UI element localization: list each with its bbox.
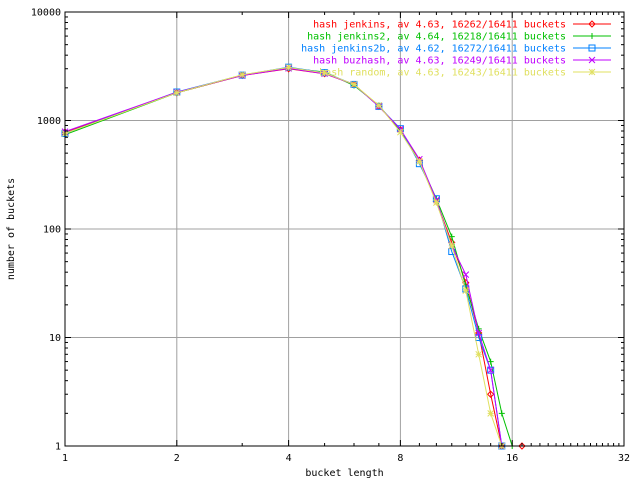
data-point bbox=[487, 358, 494, 365]
data-point bbox=[173, 89, 181, 97]
data-point bbox=[416, 158, 423, 165]
x-tick-label: 16 bbox=[506, 453, 518, 464]
series-lines bbox=[61, 63, 526, 450]
data-point bbox=[462, 271, 470, 278]
data-point bbox=[518, 442, 526, 450]
legend-item: hash random, av 4.63, 16243/16411 bucket… bbox=[319, 68, 611, 79]
series-4 bbox=[61, 64, 506, 450]
legend-item: hash jenkins2, av 4.64, 16218/16411 buck… bbox=[307, 32, 611, 43]
legend-item: hash buzhash, av 4.63, 16249/16411 bucke… bbox=[313, 56, 611, 67]
legend-label: hash random, av 4.63, 16243/16411 bucket… bbox=[319, 68, 566, 79]
y-axis-label: number of buckets bbox=[6, 178, 17, 280]
data-point bbox=[321, 69, 328, 77]
y-tick-label: 10000 bbox=[31, 8, 61, 19]
data-point bbox=[498, 410, 505, 417]
series-3 bbox=[61, 65, 506, 450]
series-line bbox=[64, 67, 503, 447]
series-line bbox=[64, 66, 503, 447]
legend-label: hash jenkins2b, av 4.62, 16272/16411 buc… bbox=[301, 44, 566, 55]
y-tick-label: 100 bbox=[43, 225, 61, 236]
legend-label: hash jenkins2, av 4.64, 16218/16411 buck… bbox=[307, 32, 566, 43]
y-tick-label: 10 bbox=[49, 333, 61, 344]
x-tick-label: 8 bbox=[397, 453, 403, 464]
data-point bbox=[238, 71, 246, 79]
data-point bbox=[448, 233, 455, 240]
y-tick-label: 1 bbox=[55, 442, 61, 453]
data-point bbox=[397, 128, 404, 136]
axis-ticks: 1 2 4 8 16 32 1 10 100 1000 10000 bbox=[31, 8, 630, 465]
legend-marker bbox=[588, 56, 596, 64]
x-tick-label: 4 bbox=[286, 453, 292, 464]
y-tick-label: 1000 bbox=[37, 116, 61, 127]
x-tick-label: 1 bbox=[62, 453, 68, 464]
legend-marker bbox=[588, 20, 596, 28]
legend-item: hash jenkins, av 4.63, 16262/16411 bucke… bbox=[313, 20, 611, 31]
legend-item: hash jenkins2b, av 4.62, 16272/16411 buc… bbox=[301, 44, 611, 55]
legend: hash jenkins, av 4.63, 16262/16411 bucke… bbox=[301, 20, 611, 79]
data-point bbox=[285, 64, 292, 71]
legend-label: hash buzhash, av 4.63, 16249/16411 bucke… bbox=[313, 56, 566, 67]
legend-label: hash jenkins, av 4.63, 16262/16411 bucke… bbox=[313, 20, 566, 31]
legend-marker bbox=[588, 44, 596, 52]
data-point bbox=[487, 366, 495, 374]
legend-marker bbox=[589, 33, 595, 39]
data-point bbox=[433, 199, 440, 206]
data-point bbox=[486, 390, 495, 398]
data-point bbox=[375, 101, 383, 109]
data-point bbox=[350, 81, 358, 88]
data-point bbox=[487, 409, 495, 417]
data-point bbox=[475, 329, 483, 337]
x-axis-label: bucket length bbox=[305, 468, 383, 479]
legend-marker bbox=[588, 68, 596, 76]
x-tick-label: 32 bbox=[618, 453, 630, 464]
data-point bbox=[462, 287, 470, 295]
data-point bbox=[448, 242, 456, 250]
data-point bbox=[475, 350, 483, 358]
series-line bbox=[64, 66, 503, 447]
series-2 bbox=[61, 63, 506, 450]
x-tick-label: 2 bbox=[174, 453, 180, 464]
